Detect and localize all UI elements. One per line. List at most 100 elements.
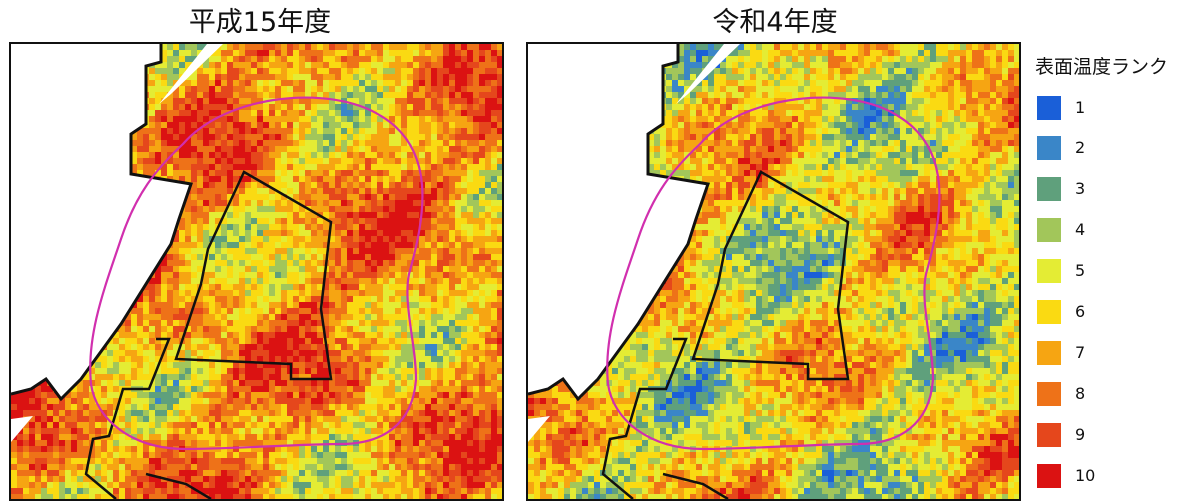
raster-cell	[263, 164, 269, 170]
raster-cell	[287, 302, 293, 308]
raster-cell	[377, 332, 383, 338]
raster-cell	[215, 260, 221, 266]
raster-cell	[365, 320, 371, 326]
raster-cell	[311, 80, 317, 86]
raster-cell	[161, 362, 167, 368]
raster-cell	[371, 302, 377, 308]
raster-cell	[479, 386, 485, 392]
raster-cell	[167, 170, 173, 176]
raster-cell	[263, 332, 269, 338]
raster-cell	[413, 230, 419, 236]
raster-cell	[353, 164, 359, 170]
raster-cell	[227, 224, 233, 230]
raster-cell	[197, 350, 203, 356]
raster-cell	[227, 362, 233, 368]
raster-cell	[455, 140, 461, 146]
raster-cell	[425, 68, 431, 74]
raster-cell	[401, 92, 407, 98]
raster-cell	[461, 50, 467, 56]
raster-cell	[491, 152, 497, 158]
raster-cell	[149, 74, 155, 80]
raster-cell	[245, 176, 251, 182]
raster-cell	[431, 92, 437, 98]
raster-cell	[131, 392, 137, 398]
raster-cell	[371, 218, 377, 224]
raster-cell	[179, 374, 185, 380]
raster-cell	[419, 374, 425, 380]
raster-cell	[197, 392, 203, 398]
raster-cell	[365, 134, 371, 140]
raster-cell	[473, 296, 479, 302]
raster-cell	[431, 116, 437, 122]
raster-cell	[287, 236, 293, 242]
raster-cell	[227, 212, 233, 218]
raster-cell	[443, 92, 449, 98]
raster-cell	[353, 218, 359, 224]
raster-cell	[221, 242, 227, 248]
raster-cell	[167, 284, 173, 290]
raster-cell	[245, 98, 251, 104]
raster-cell	[377, 98, 383, 104]
raster-cell	[431, 392, 437, 398]
raster-cell	[131, 356, 137, 362]
raster-cell	[431, 302, 437, 308]
raster-cell	[161, 50, 167, 56]
raster-cell	[485, 308, 491, 314]
raster-cell	[485, 326, 491, 332]
raster-cell	[491, 380, 497, 386]
raster-cell	[353, 266, 359, 272]
raster-cell	[245, 338, 251, 344]
raster-cell	[305, 128, 311, 134]
raster-cell	[353, 62, 359, 68]
raster-cell	[209, 74, 215, 80]
raster-cell	[167, 80, 173, 86]
raster-cell	[437, 218, 443, 224]
raster-cell	[287, 344, 293, 350]
raster-cell	[389, 134, 395, 140]
raster-cell	[431, 224, 437, 230]
raster-cell	[167, 158, 173, 164]
raster-cell	[419, 236, 425, 242]
raster-cell	[371, 182, 377, 188]
raster-cell	[203, 278, 209, 284]
raster-cell	[455, 308, 461, 314]
raster-cell	[137, 404, 143, 410]
raster-cell	[449, 212, 455, 218]
raster-cell	[425, 218, 431, 224]
raster-cell	[437, 62, 443, 68]
raster-cell	[89, 392, 95, 398]
raster-cell	[173, 164, 179, 170]
raster-cell	[341, 386, 347, 392]
raster-cell	[347, 374, 353, 380]
raster-cell	[461, 134, 467, 140]
raster-cell	[449, 140, 455, 146]
raster-cell	[305, 50, 311, 56]
raster-cell	[269, 140, 275, 146]
raster-cell	[389, 182, 395, 188]
raster-cell	[329, 92, 335, 98]
raster-cell	[251, 362, 257, 368]
raster-cell	[317, 314, 323, 320]
raster-cell	[419, 104, 425, 110]
raster-cell	[185, 314, 191, 320]
raster-cell	[251, 68, 257, 74]
raster-cell	[233, 152, 239, 158]
raster-cell	[449, 380, 455, 386]
raster-cell	[275, 128, 281, 134]
raster-cell	[305, 98, 311, 104]
raster-cell	[353, 290, 359, 296]
raster-cell	[491, 146, 497, 152]
raster-cell	[425, 254, 431, 260]
raster-cell	[377, 116, 383, 122]
raster-cell	[281, 254, 287, 260]
raster-cell	[401, 368, 407, 374]
raster-cell	[467, 128, 473, 134]
raster-cell	[167, 146, 173, 152]
raster-cell	[209, 242, 215, 248]
raster-cell	[485, 110, 491, 116]
raster-cell	[215, 350, 221, 356]
raster-cell	[473, 206, 479, 212]
raster-cell	[365, 386, 371, 392]
raster-cell	[341, 62, 347, 68]
raster-cell	[473, 176, 479, 182]
